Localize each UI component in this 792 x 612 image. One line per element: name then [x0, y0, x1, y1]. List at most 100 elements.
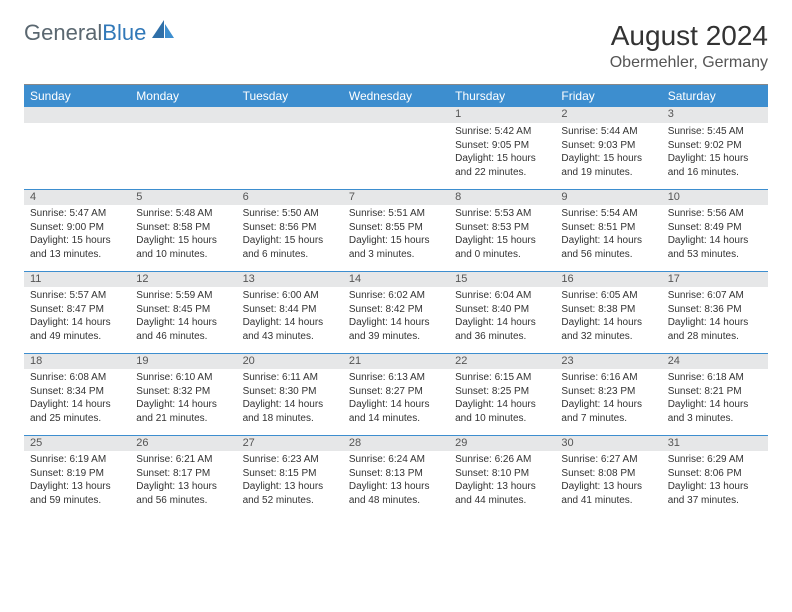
day-number-row: 45678910 [24, 189, 768, 205]
day-content-row: Sunrise: 5:57 AMSunset: 8:47 PMDaylight:… [24, 287, 768, 353]
day-number: 20 [237, 353, 343, 369]
day-text-line: Sunset: 8:17 PM [136, 467, 230, 481]
day-text-line: Sunset: 8:19 PM [30, 467, 124, 481]
day-text-line: Sunrise: 5:51 AM [349, 207, 443, 221]
day-cell: Sunrise: 5:47 AMSunset: 9:00 PMDaylight:… [24, 205, 130, 271]
logo-text: GeneralBlue [24, 20, 146, 46]
day-number: 14 [343, 271, 449, 287]
day-text-line: Sunset: 8:08 PM [561, 467, 655, 481]
day-text-line: Sunrise: 6:02 AM [349, 289, 443, 303]
day-text-line: and 52 minutes. [243, 494, 337, 508]
day-number-row: 18192021222324 [24, 353, 768, 369]
day-number: 5 [130, 189, 236, 205]
day-cell [343, 123, 449, 189]
day-header: Monday [130, 85, 236, 107]
day-cell: Sunrise: 6:04 AMSunset: 8:40 PMDaylight:… [449, 287, 555, 353]
header: GeneralBlue August 2024 Obermehler, Germ… [24, 20, 768, 72]
day-text-line: Sunrise: 6:23 AM [243, 453, 337, 467]
day-text-line: Daylight: 14 hours [455, 398, 549, 412]
day-text-line: and 25 minutes. [30, 412, 124, 426]
day-text-line: Daylight: 13 hours [455, 480, 549, 494]
day-text-line: Sunset: 8:55 PM [349, 221, 443, 235]
day-cell: Sunrise: 6:10 AMSunset: 8:32 PMDaylight:… [130, 369, 236, 435]
day-number: 23 [555, 353, 661, 369]
day-text-line: and 37 minutes. [668, 494, 762, 508]
day-cell: Sunrise: 5:51 AMSunset: 8:55 PMDaylight:… [343, 205, 449, 271]
day-text-line: Sunrise: 6:15 AM [455, 371, 549, 385]
day-cell: Sunrise: 6:29 AMSunset: 8:06 PMDaylight:… [662, 451, 768, 517]
day-number: 10 [662, 189, 768, 205]
day-header-row: Sunday Monday Tuesday Wednesday Thursday… [24, 85, 768, 107]
day-text-line: Sunset: 8:40 PM [455, 303, 549, 317]
day-text-line: Daylight: 13 hours [349, 480, 443, 494]
day-cell: Sunrise: 5:44 AMSunset: 9:03 PMDaylight:… [555, 123, 661, 189]
day-text-line: Daylight: 14 hours [30, 316, 124, 330]
day-text-line: Daylight: 15 hours [455, 234, 549, 248]
day-cell: Sunrise: 6:08 AMSunset: 8:34 PMDaylight:… [24, 369, 130, 435]
day-text-line: and 49 minutes. [30, 330, 124, 344]
day-number: 3 [662, 107, 768, 123]
day-header: Friday [555, 85, 661, 107]
day-cell: Sunrise: 5:54 AMSunset: 8:51 PMDaylight:… [555, 205, 661, 271]
day-text-line: and 39 minutes. [349, 330, 443, 344]
day-number: 4 [24, 189, 130, 205]
day-cell: Sunrise: 6:13 AMSunset: 8:27 PMDaylight:… [343, 369, 449, 435]
day-cell: Sunrise: 5:48 AMSunset: 8:58 PMDaylight:… [130, 205, 236, 271]
day-number: 12 [130, 271, 236, 287]
day-text-line: and 56 minutes. [136, 494, 230, 508]
day-text-line: Daylight: 14 hours [136, 316, 230, 330]
day-text-line: Sunrise: 5:48 AM [136, 207, 230, 221]
day-text-line: and 10 minutes. [136, 248, 230, 262]
day-number [130, 107, 236, 123]
day-number: 27 [237, 435, 343, 451]
day-cell [237, 123, 343, 189]
day-cell: Sunrise: 6:26 AMSunset: 8:10 PMDaylight:… [449, 451, 555, 517]
day-text-line: Sunset: 9:05 PM [455, 139, 549, 153]
day-text-line: Sunrise: 5:56 AM [668, 207, 762, 221]
day-number: 21 [343, 353, 449, 369]
day-text-line: Daylight: 14 hours [561, 316, 655, 330]
day-number: 16 [555, 271, 661, 287]
day-header: Saturday [662, 85, 768, 107]
day-header: Tuesday [237, 85, 343, 107]
day-text-line: Sunrise: 5:57 AM [30, 289, 124, 303]
day-text-line: and 43 minutes. [243, 330, 337, 344]
day-number: 8 [449, 189, 555, 205]
day-text-line: Daylight: 14 hours [136, 398, 230, 412]
day-text-line: Daylight: 13 hours [30, 480, 124, 494]
day-text-line: Sunrise: 6:27 AM [561, 453, 655, 467]
day-text-line: Sunset: 8:27 PM [349, 385, 443, 399]
day-number: 31 [662, 435, 768, 451]
day-text-line: Sunrise: 6:04 AM [455, 289, 549, 303]
day-text-line: Daylight: 14 hours [243, 398, 337, 412]
day-text-line: Sunrise: 6:05 AM [561, 289, 655, 303]
day-text-line: Daylight: 14 hours [30, 398, 124, 412]
day-number [237, 107, 343, 123]
day-cell [24, 123, 130, 189]
day-cell: Sunrise: 6:21 AMSunset: 8:17 PMDaylight:… [130, 451, 236, 517]
day-text-line: Sunrise: 6:11 AM [243, 371, 337, 385]
day-header: Thursday [449, 85, 555, 107]
day-text-line: Daylight: 14 hours [561, 234, 655, 248]
day-text-line: Sunrise: 6:18 AM [668, 371, 762, 385]
day-text-line: Sunset: 8:56 PM [243, 221, 337, 235]
day-text-line: and 3 minutes. [349, 248, 443, 262]
day-text-line: Sunset: 8:36 PM [668, 303, 762, 317]
day-text-line: Daylight: 14 hours [561, 398, 655, 412]
day-text-line: Daylight: 13 hours [668, 480, 762, 494]
day-cell: Sunrise: 5:56 AMSunset: 8:49 PMDaylight:… [662, 205, 768, 271]
day-text-line: Sunset: 9:00 PM [30, 221, 124, 235]
day-text-line: Daylight: 15 hours [30, 234, 124, 248]
day-text-line: and 56 minutes. [561, 248, 655, 262]
day-text-line: and 36 minutes. [455, 330, 549, 344]
day-text-line: and 53 minutes. [668, 248, 762, 262]
day-text-line: Sunrise: 5:45 AM [668, 125, 762, 139]
day-text-line: and 41 minutes. [561, 494, 655, 508]
calendar-page: GeneralBlue August 2024 Obermehler, Germ… [0, 0, 792, 527]
day-number-row: 11121314151617 [24, 271, 768, 287]
day-text-line: Sunset: 8:45 PM [136, 303, 230, 317]
day-number: 24 [662, 353, 768, 369]
day-content-row: Sunrise: 6:19 AMSunset: 8:19 PMDaylight:… [24, 451, 768, 517]
day-text-line: and 59 minutes. [30, 494, 124, 508]
logo-sail-icon [150, 18, 178, 45]
